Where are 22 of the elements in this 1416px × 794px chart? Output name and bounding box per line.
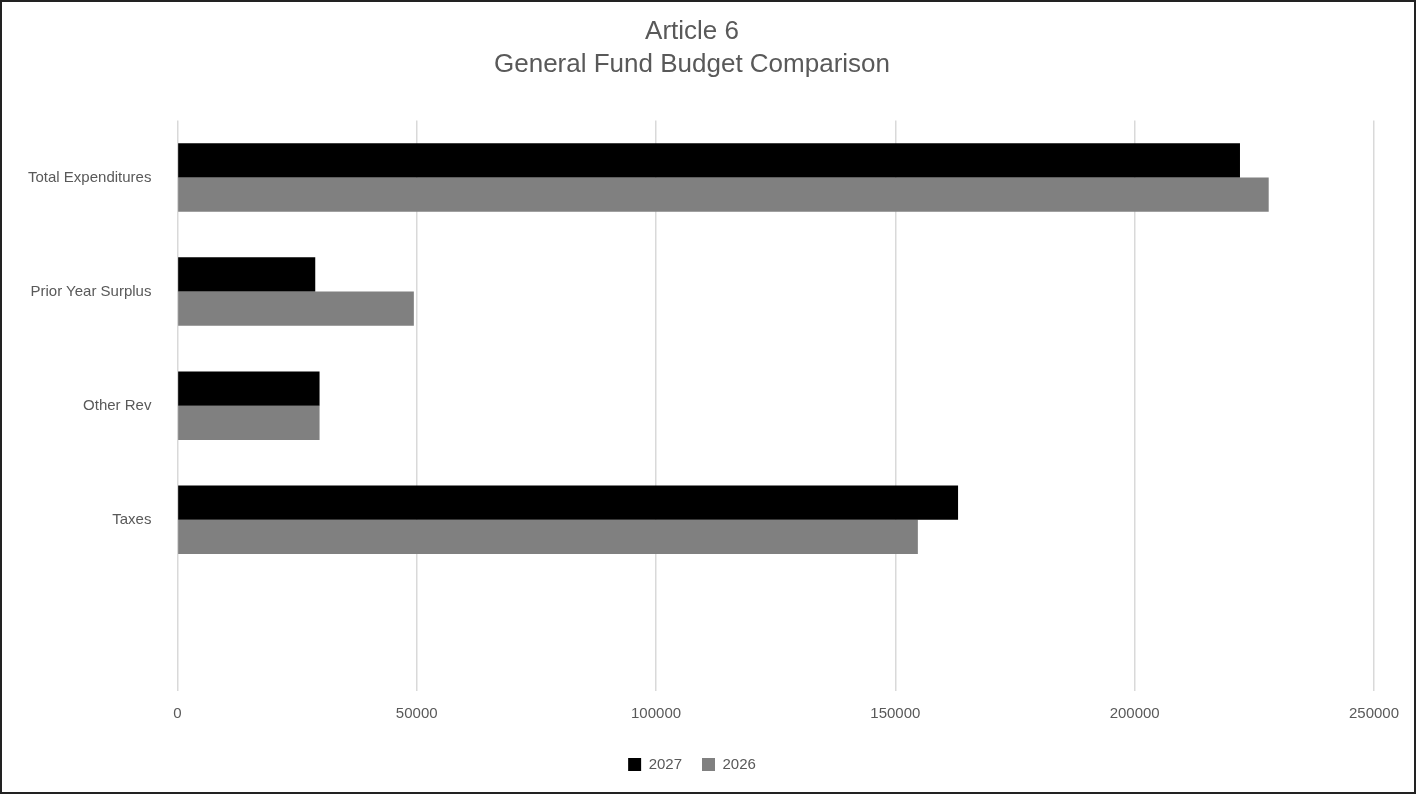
x-tick-label: 150000 <box>870 704 921 722</box>
y-tick-label: Total Expenditures <box>28 167 152 185</box>
x-tick-label: 250000 <box>1348 704 1400 722</box>
bar <box>178 405 320 440</box>
bar <box>178 519 918 555</box>
x-tick-label: 50000 <box>395 704 438 722</box>
legend-label: 2027 <box>648 754 683 772</box>
x-tick-label: 100000 <box>631 704 682 722</box>
y-tick-label: Prior Year Surplus <box>30 281 152 299</box>
legend-label: 2026 <box>722 754 756 772</box>
x-tick-label: 0 <box>173 704 182 722</box>
bar <box>178 485 959 520</box>
bar <box>178 143 1240 178</box>
x-tick-label: 200000 <box>1109 704 1160 722</box>
chart-title: Article 6 <box>645 14 739 45</box>
bar <box>178 371 320 406</box>
bar <box>178 177 1269 212</box>
bar <box>178 291 414 326</box>
y-tick-label: Taxes <box>112 509 152 527</box>
chart-subtitle: General Fund Budget Comparison <box>493 47 891 78</box>
bar <box>178 257 316 292</box>
y-tick-label: Other Rev <box>83 395 152 413</box>
